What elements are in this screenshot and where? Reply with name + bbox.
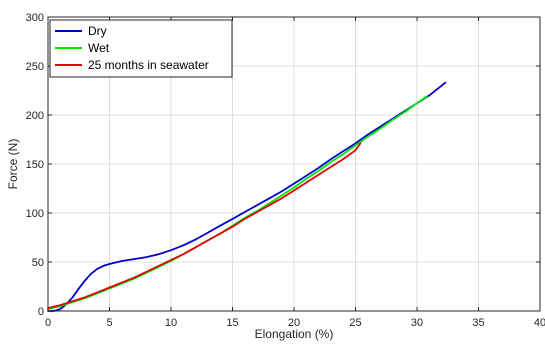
legend-entry: 25 months in seawater	[88, 58, 209, 72]
x-tick-label: 25	[349, 317, 361, 329]
legend-entry: Dry	[88, 24, 107, 38]
x-tick-label: 30	[411, 317, 423, 329]
series-lines	[47, 81, 447, 312]
x-tick-label: 40	[534, 317, 545, 329]
y-tick-label: 0	[38, 306, 44, 318]
series-line-1	[47, 95, 428, 310]
x-tick-label: 0	[45, 317, 51, 329]
x-axis-label: Elongation (%)	[255, 327, 334, 341]
y-tick-label: 300	[26, 12, 44, 24]
axis-ticks: 0 5 10 15 20 25 30 35 40 0 50 100 150 200 250 300	[26, 12, 545, 329]
y-tick-label: 250	[26, 61, 44, 73]
x-tick-label: 5	[106, 317, 112, 329]
y-axis-label: Force (N)	[6, 139, 20, 190]
legend: Dry Wet 25 months in seawater	[49, 19, 233, 78]
x-tick-label: 20	[288, 317, 300, 329]
y-tick-label: 150	[26, 159, 44, 171]
series-line-2	[47, 142, 362, 309]
x-tick-label: 35	[472, 317, 484, 329]
y-tick-label: 50	[32, 257, 44, 269]
x-tick-label: 10	[165, 317, 177, 329]
x-tick-label: 15	[226, 317, 238, 329]
series-line-0	[47, 81, 447, 312]
legend-entry: Wet	[88, 41, 110, 55]
y-tick-label: 200	[26, 110, 44, 122]
y-tick-label: 100	[26, 208, 44, 220]
